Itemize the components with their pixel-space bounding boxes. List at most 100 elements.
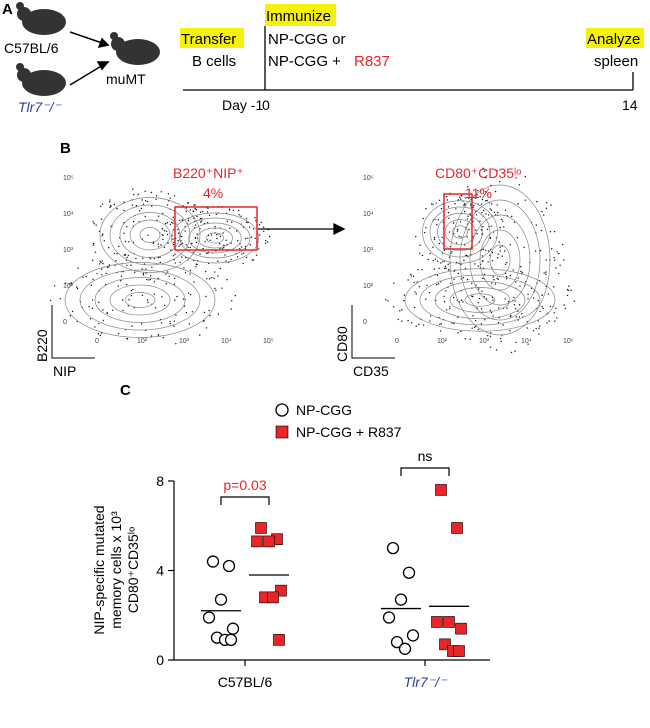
event-dot xyxy=(453,278,455,281)
event-dot xyxy=(490,203,493,205)
event-dot xyxy=(214,271,216,273)
x-tick-label: 10⁵ xyxy=(263,338,274,345)
x-tick-label: 0 xyxy=(395,338,399,345)
event-dot xyxy=(194,224,197,226)
y-tick-label: 10² xyxy=(363,283,374,290)
event-dot xyxy=(101,260,104,262)
event-dot xyxy=(548,320,550,322)
event-dot xyxy=(554,320,556,322)
event-dot xyxy=(530,287,533,290)
event-dot xyxy=(475,284,477,286)
event-dot xyxy=(545,271,547,273)
event-dot xyxy=(464,204,466,206)
event-dot xyxy=(422,217,424,220)
event-dot xyxy=(456,230,459,232)
event-dot xyxy=(520,270,522,273)
event-dot xyxy=(432,203,434,206)
event-dot xyxy=(245,256,248,259)
event-dot xyxy=(224,254,226,256)
event-dot xyxy=(469,338,471,340)
event-dot xyxy=(483,170,486,172)
event-dot xyxy=(392,306,395,308)
event-dot xyxy=(469,203,472,205)
gate-label: B220⁺NIP⁺ xyxy=(173,165,244,181)
event-dot xyxy=(534,250,537,252)
event-dot xyxy=(208,214,211,217)
event-dot xyxy=(486,199,488,202)
event-dot xyxy=(163,230,166,232)
event-dot xyxy=(209,314,211,317)
event-dot xyxy=(450,282,452,285)
event-dot xyxy=(239,248,241,250)
event-dot xyxy=(435,202,437,204)
event-dot xyxy=(115,260,117,262)
event-dot xyxy=(85,275,87,278)
event-dot xyxy=(150,191,153,194)
event-dot xyxy=(539,310,541,313)
event-dot xyxy=(126,256,128,259)
highlight xyxy=(586,28,644,48)
contour xyxy=(444,219,476,245)
event-dot xyxy=(91,307,94,310)
event-dot xyxy=(155,198,157,200)
event-dot xyxy=(213,277,215,279)
contour xyxy=(197,227,233,249)
event-dot xyxy=(447,269,450,271)
event-dot xyxy=(109,204,112,207)
contour xyxy=(139,227,161,243)
event-dot xyxy=(559,264,561,266)
event-dot xyxy=(130,264,132,266)
x-tick-label: 10⁵ xyxy=(563,338,574,345)
event-dot xyxy=(397,318,399,321)
event-dot xyxy=(563,259,565,261)
event-dot xyxy=(385,298,387,301)
event-dot xyxy=(492,315,494,317)
event-dot xyxy=(181,242,184,245)
event-dot xyxy=(561,243,564,246)
dot xyxy=(202,611,216,624)
event-dot xyxy=(447,263,449,266)
event-dot xyxy=(545,207,548,210)
event-dot xyxy=(448,217,450,220)
event-dot xyxy=(157,334,160,336)
event-dot xyxy=(68,283,71,285)
event-dot xyxy=(165,273,167,275)
x-tick-label: Tlr7⁻/⁻ xyxy=(404,674,448,690)
event-dot xyxy=(254,217,256,219)
event-dot xyxy=(188,323,190,325)
event-dot xyxy=(165,283,168,285)
event-dot xyxy=(409,273,412,276)
event-dot xyxy=(146,200,149,203)
event-dot xyxy=(480,323,483,325)
event-dot xyxy=(507,300,510,303)
event-dot xyxy=(172,238,174,240)
event-dot xyxy=(187,220,189,222)
event-dot xyxy=(471,327,473,329)
event-dot xyxy=(439,330,442,332)
event-dot xyxy=(145,268,147,270)
event-dot xyxy=(193,281,195,283)
event-dot xyxy=(116,207,118,210)
event-dot xyxy=(187,201,189,204)
event-dot xyxy=(566,288,569,291)
x-tick-label: 10⁴ xyxy=(221,338,232,345)
contour xyxy=(437,212,483,252)
event-dot xyxy=(242,262,244,265)
event-dot xyxy=(481,211,483,214)
event-dot xyxy=(514,300,516,302)
event-dot xyxy=(538,327,540,330)
event-dot xyxy=(433,268,436,270)
event-dot xyxy=(436,260,439,262)
event-dot xyxy=(98,322,100,325)
event-dot xyxy=(427,258,429,261)
highlight xyxy=(265,4,336,26)
event-dot xyxy=(101,234,103,237)
event-dot xyxy=(154,307,157,309)
event-dot xyxy=(181,219,184,221)
event-dot xyxy=(206,278,208,280)
y-tick-label: 0 xyxy=(63,319,67,326)
event-dot xyxy=(126,225,128,228)
event-dot xyxy=(244,237,247,240)
recipient: muMT xyxy=(106,71,146,87)
dot xyxy=(224,633,238,647)
